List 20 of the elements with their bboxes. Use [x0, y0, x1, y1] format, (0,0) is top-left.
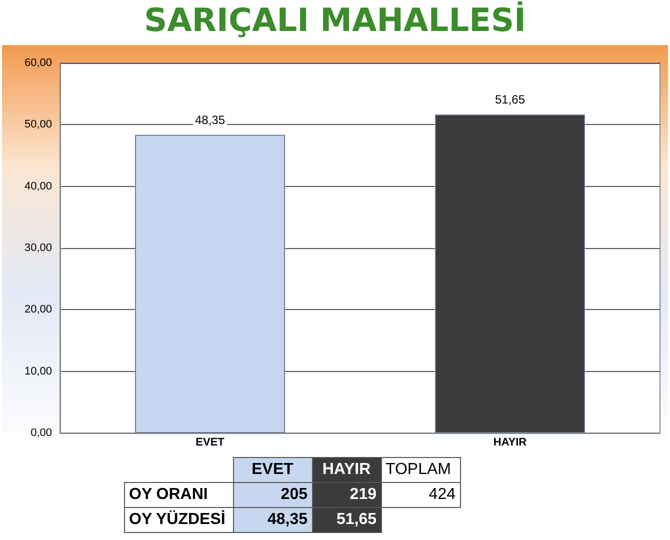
text: 48,35 — [267, 511, 308, 528]
y-tick-label: 40,00 — [24, 180, 52, 192]
y-tick-label: 60,00 — [24, 57, 52, 69]
text: OY ORANI — [124, 482, 233, 508]
data-label: 48,35 — [194, 112, 226, 127]
text: 205 — [233, 482, 312, 508]
y-tick-label: 50,00 — [24, 118, 52, 131]
text: TOPLAM — [381, 458, 460, 482]
text: 424 — [381, 482, 460, 508]
y-tick-label: 20,00 — [24, 304, 52, 316]
y-tick-label: 10,00 — [24, 365, 52, 378]
text: OY YÜZDESİ — [124, 508, 233, 532]
category-label: EVET — [252, 461, 294, 478]
text: 51,65 — [336, 511, 376, 528]
y-tick-label: 30,00 — [24, 242, 52, 254]
y-tick-label: 0,00 — [30, 427, 52, 439]
chart-title: SARIÇALI MAHALLESİ — [143, 0, 527, 40]
data-label: 51,65 — [494, 92, 526, 106]
text: 219 — [312, 482, 381, 508]
category-label: HAYIR — [322, 461, 371, 478]
